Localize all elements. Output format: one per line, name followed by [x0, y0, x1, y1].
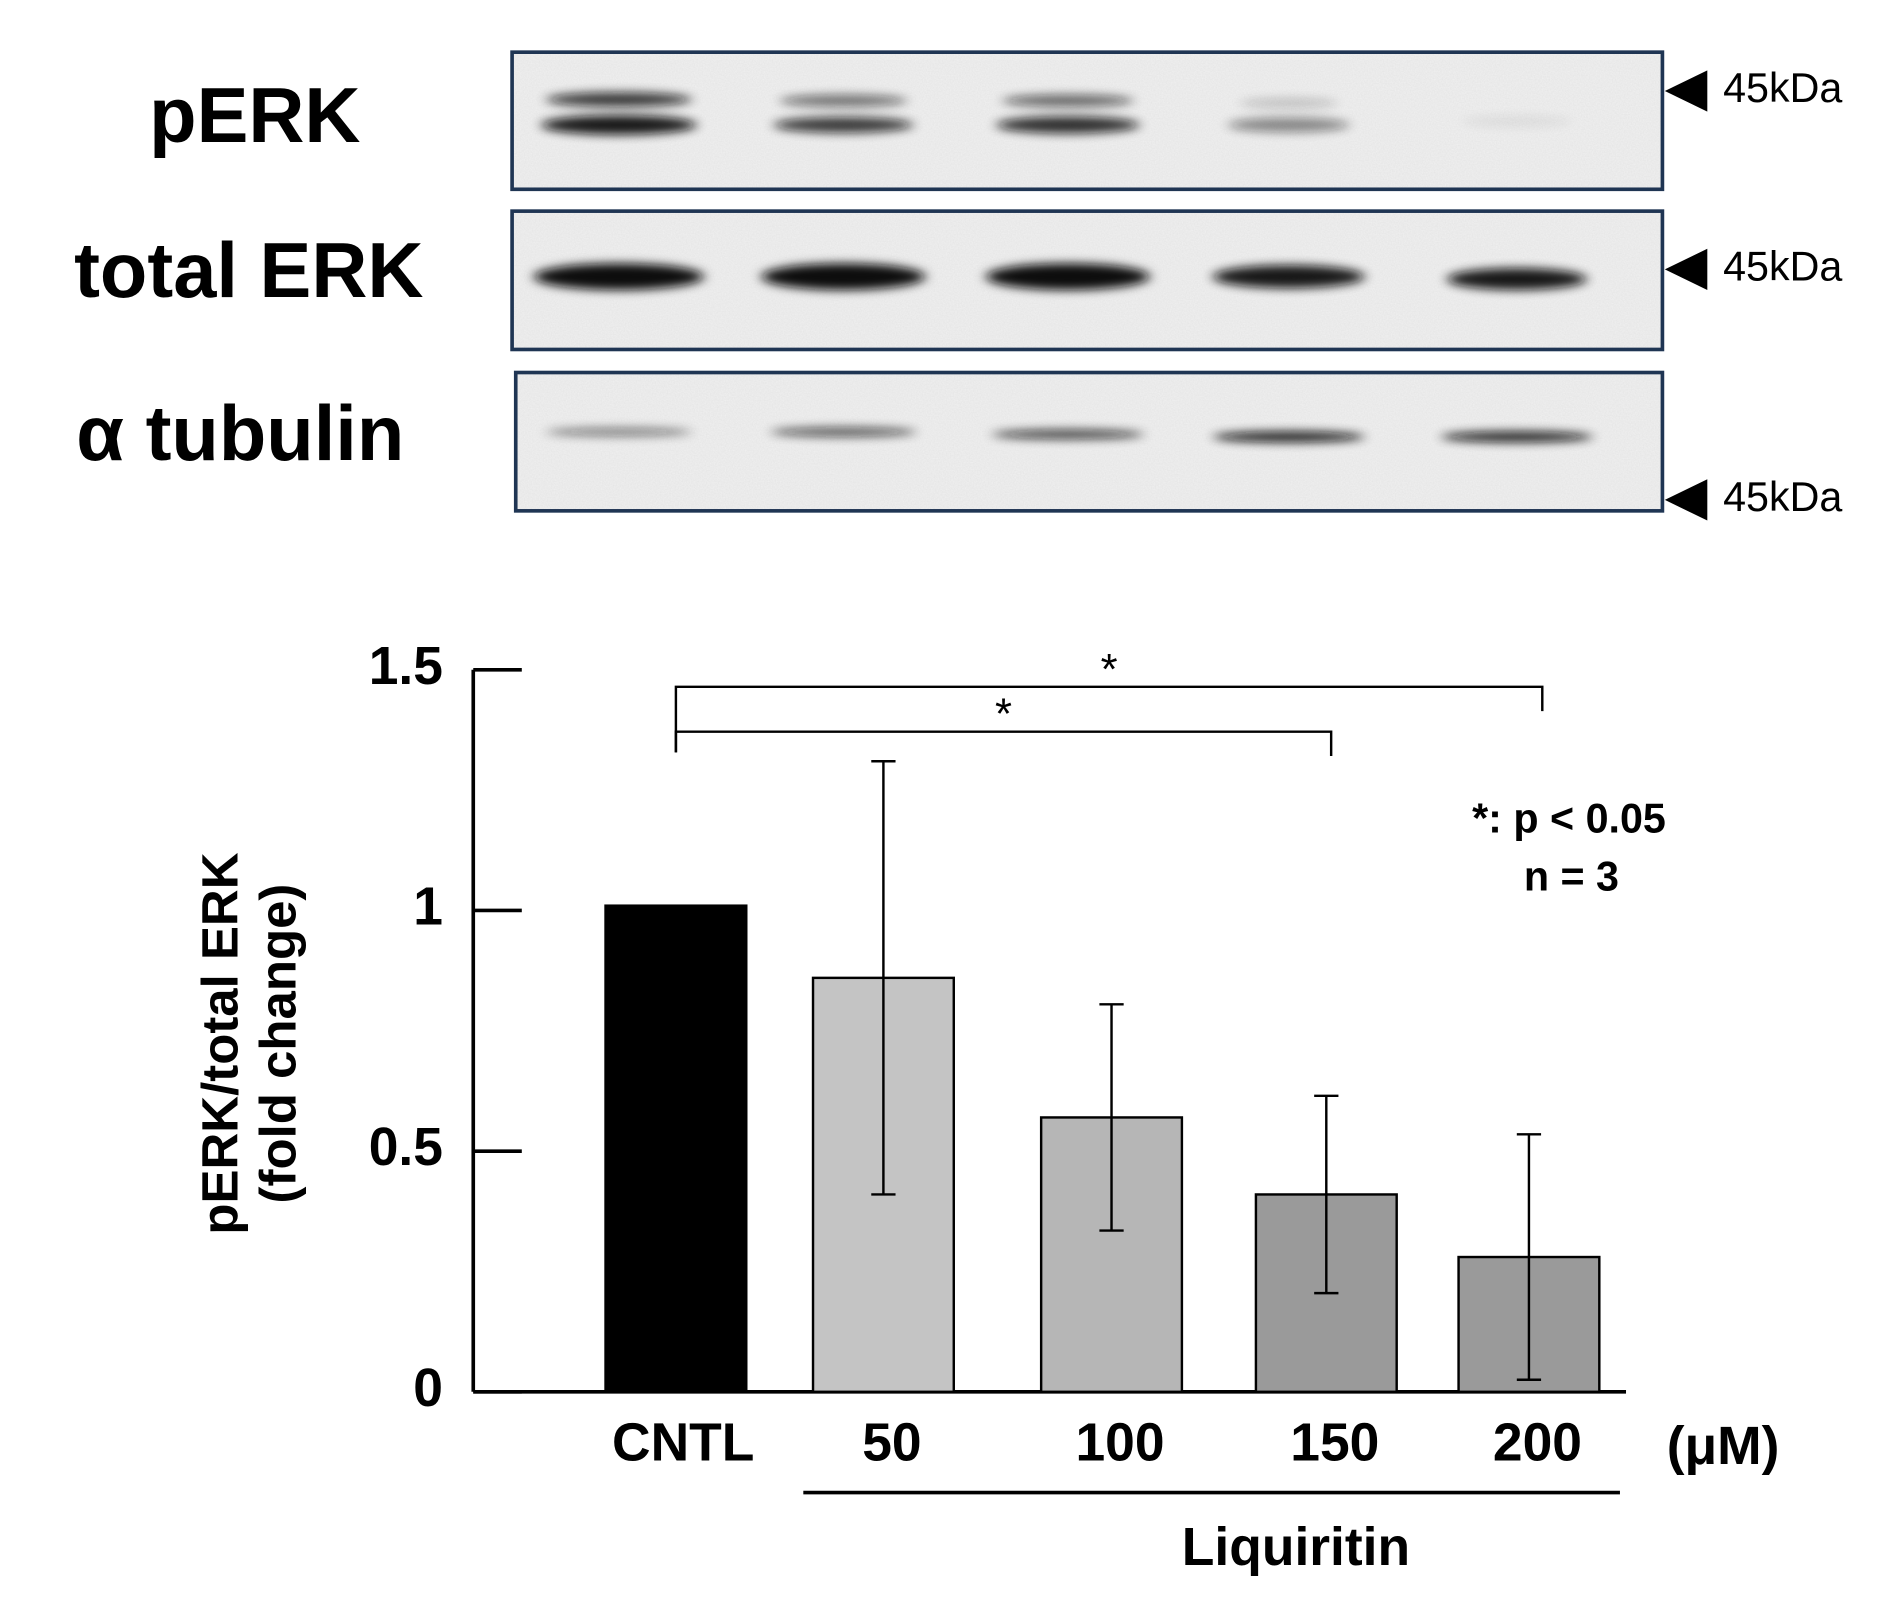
- x-tick-label: 150: [1290, 1414, 1379, 1473]
- x-unit: (μM): [1667, 1417, 1780, 1476]
- note: n = 3: [1524, 854, 1619, 900]
- blot-band: [985, 263, 1150, 291]
- blot-noise: [515, 372, 1663, 511]
- blot-band: [1240, 98, 1338, 108]
- y-tick-label: 1.5: [369, 637, 443, 696]
- blot-band: [770, 427, 917, 437]
- x-tick-label: 200: [1493, 1414, 1582, 1473]
- significance-bracket: [674, 685, 1544, 753]
- blot-band: [533, 263, 704, 291]
- blot-frame: [510, 209, 1665, 352]
- error-bar: [1314, 1094, 1339, 1295]
- blot-band: [541, 115, 697, 135]
- y-tick-label: 0.5: [369, 1118, 443, 1177]
- marker-label: 45kDa: [1723, 243, 1842, 289]
- blot-band: [1212, 431, 1365, 443]
- blot-band: [546, 92, 692, 107]
- marker-arrow: [1664, 248, 1708, 291]
- blot-band: [1002, 94, 1134, 107]
- blot-frame: [513, 370, 1665, 513]
- marker-arrow: [1664, 70, 1708, 112]
- x-tick-label: CNTL: [612, 1414, 754, 1473]
- y-axis-label-line: pERK/total ERK: [192, 852, 249, 1234]
- note: *: p < 0.05: [1472, 795, 1666, 841]
- y-tick-label: 0: [413, 1359, 443, 1418]
- blot-band: [996, 116, 1140, 134]
- marker-label: 45kDa: [1723, 65, 1842, 111]
- significance-bracket: [674, 730, 1333, 756]
- blot-band: [992, 429, 1144, 440]
- blot-band: [1228, 117, 1350, 133]
- blot-band: [773, 117, 914, 133]
- blot-frame: [510, 50, 1665, 192]
- blot-band: [1440, 431, 1593, 443]
- error-bar: [1516, 1133, 1542, 1381]
- significance-label: *: [1101, 645, 1118, 694]
- blot-band: [546, 427, 692, 437]
- marker-arrow: [1664, 479, 1708, 521]
- blot-label: α tubulin: [76, 391, 404, 477]
- y-axis-label: pERK/total ERK(fold change): [192, 852, 307, 1234]
- bar-chart: 0 0.5 1 1.5 pERK/total ERK(fold change) CNTL 5…: [192, 637, 1779, 1577]
- blot-band: [761, 263, 926, 291]
- blot-band: [1462, 115, 1572, 128]
- blot-band: [1212, 265, 1365, 289]
- error-bar: [871, 760, 896, 1196]
- blot-band: [1447, 268, 1587, 291]
- x-tick-label: 50: [862, 1414, 921, 1473]
- blot-label: total ERK: [74, 228, 423, 314]
- western-blot: pERK 45kDa total ERK 45kDa α tubulin 45kDa: [74, 50, 1842, 521]
- group-label: Liquiritin: [1182, 1518, 1410, 1577]
- y-axis-label-line: (fold change): [250, 884, 307, 1204]
- blot-band: [779, 94, 908, 107]
- marker-label: 45kDa: [1723, 474, 1842, 520]
- blot-label: pERK: [149, 73, 360, 159]
- bar: [604, 904, 748, 1394]
- y-tick-label: 1: [413, 878, 443, 937]
- significance-label: *: [995, 690, 1012, 739]
- error-bar: [1099, 1003, 1124, 1232]
- x-tick-label: 100: [1075, 1414, 1164, 1473]
